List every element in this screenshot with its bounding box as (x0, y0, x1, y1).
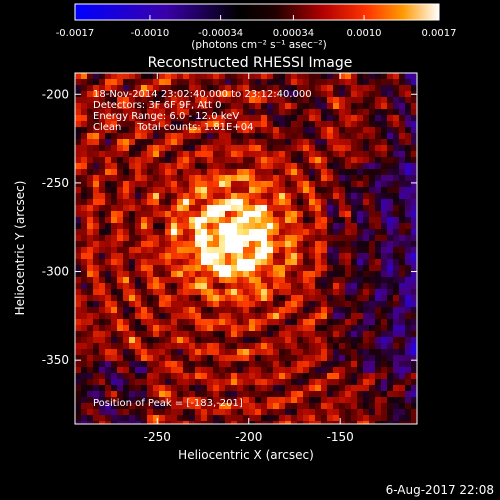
colorbar-tick-label: 0.00034 (273, 28, 314, 39)
y-tick-label: -350 (42, 353, 69, 367)
info-detectors: Detectors: 3F 6F 9F, Att 0 (93, 100, 221, 111)
info-total-counts: Clean Total counts: 1.81E+04 (93, 122, 253, 133)
colorbar-unit-label: (photons cm⁻² s⁻¹ asec⁻²) (191, 39, 326, 51)
y-tick-label: -300 (42, 265, 69, 279)
colorbar-tick-label: -0.00034 (198, 28, 243, 39)
plot-title: Reconstructed RHESSI Image (148, 55, 353, 71)
x-tick-label: -250 (144, 430, 171, 444)
colorbar-strip (74, 3, 440, 21)
y-axis-label: Heliocentric Y (arcsec) (13, 181, 27, 316)
info-peak-position: Position of Peak = [-183,-201] (93, 398, 243, 409)
reconstructed-image (75, 73, 417, 424)
info-time-range: 18-Nov-2014 23:02:40.000 to 23:12:40.000 (93, 89, 312, 100)
colorbar-tick-label: 0.0017 (422, 28, 457, 39)
info-annotations: 18-Nov-2014 23:02:40.000 to 23:12:40.000… (93, 89, 312, 409)
timestamp: 6-Aug-2017 22:08 (386, 483, 494, 497)
image-frame (74, 72, 418, 425)
colorbar-tick-label: -0.0010 (131, 28, 170, 39)
x-tick-label: -200 (235, 430, 262, 444)
info-energy-range: Energy Range: 6.0 - 12.0 keV (93, 111, 239, 122)
y-tick-label: -250 (42, 176, 69, 190)
colorbar-tick-label: 0.0010 (347, 28, 382, 39)
colorbar-ticks: -0.0017 -0.0010 -0.00034 0.00034 0.0010 0.001… (56, 15, 457, 39)
y-tick-label: -200 (42, 87, 69, 101)
colorbar-tick-label: -0.0017 (56, 28, 95, 39)
axis-ticks: -250 -200 -150 -200 -250 -300 -350 (42, 73, 417, 444)
x-tick-label: -150 (327, 430, 354, 444)
colorbar: -0.0017 -0.0010 -0.00034 0.00034 0.0010 0.001… (56, 3, 457, 51)
x-axis-label: Heliocentric X (arcsec) (178, 448, 314, 462)
image-panel: -250 -200 -150 -200 -250 -300 -350 (42, 72, 418, 444)
